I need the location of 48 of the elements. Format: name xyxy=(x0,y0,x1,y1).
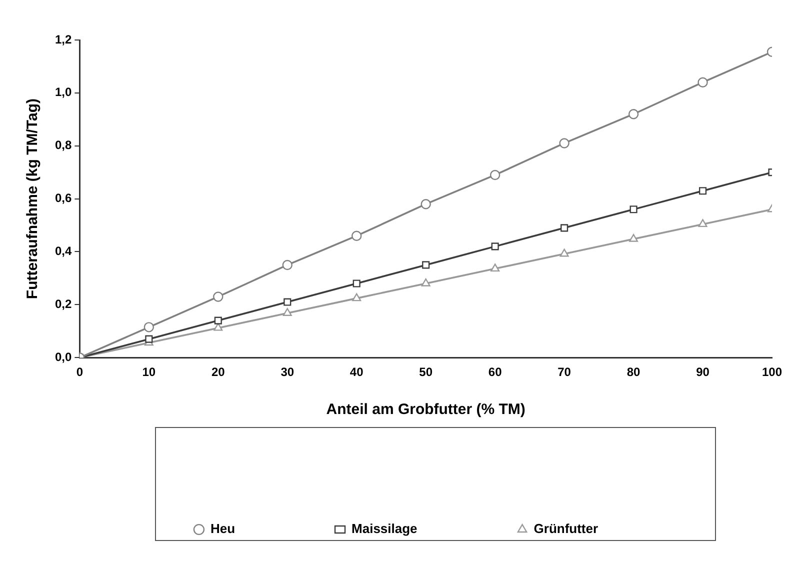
point xyxy=(421,278,430,286)
point xyxy=(213,292,224,302)
point xyxy=(352,230,362,241)
point xyxy=(282,308,292,316)
legend-label: Maissilage xyxy=(352,521,418,536)
point xyxy=(490,264,500,272)
x-tick-label: 20 xyxy=(211,365,226,380)
point xyxy=(490,170,500,180)
y-tick-label: 0,6 xyxy=(54,191,72,206)
point xyxy=(284,298,292,306)
x-tick-label: 90 xyxy=(696,365,710,380)
x-tick-label: 40 xyxy=(350,365,364,380)
x-tick-label: 70 xyxy=(558,365,572,380)
point xyxy=(352,293,362,302)
y-tick-label: 0,2 xyxy=(54,296,72,311)
y-tick-label: 1,0 xyxy=(54,85,72,100)
x-tick-label: 50 xyxy=(419,365,433,380)
y-tick-label: 0,0 xyxy=(54,350,72,364)
y-axis-title: Futteraufnahme (kg TM/Tag) xyxy=(24,98,42,300)
x-tick-label: 80 xyxy=(626,365,641,380)
point xyxy=(560,224,568,232)
point xyxy=(560,248,569,257)
legend-label: Grünfutter xyxy=(534,521,598,536)
x-tick-label: 60 xyxy=(488,365,502,380)
x-tick-label: 100 xyxy=(762,365,782,380)
x-tick-label: 0 xyxy=(76,365,84,380)
point xyxy=(698,219,708,228)
y-tick-label: 0,4 xyxy=(54,244,72,258)
x-axis-title: Anteil am Grobfutter (% TM) xyxy=(326,401,526,418)
x-tick-label: 30 xyxy=(280,365,294,380)
y-tick-label: 0,8 xyxy=(54,138,72,152)
point xyxy=(352,280,360,288)
point xyxy=(559,138,570,148)
point xyxy=(491,242,499,250)
point xyxy=(698,77,708,88)
point xyxy=(214,316,222,324)
point xyxy=(144,322,154,332)
point xyxy=(629,234,638,242)
point xyxy=(420,198,431,210)
point xyxy=(628,109,639,120)
point xyxy=(698,187,707,195)
y-tick-label: 1,2 xyxy=(54,32,72,46)
point xyxy=(630,206,638,214)
point xyxy=(282,260,292,270)
point xyxy=(422,261,430,269)
x-tick-label: 10 xyxy=(142,365,156,380)
legend-label: Heu xyxy=(210,521,236,536)
point xyxy=(145,335,153,343)
